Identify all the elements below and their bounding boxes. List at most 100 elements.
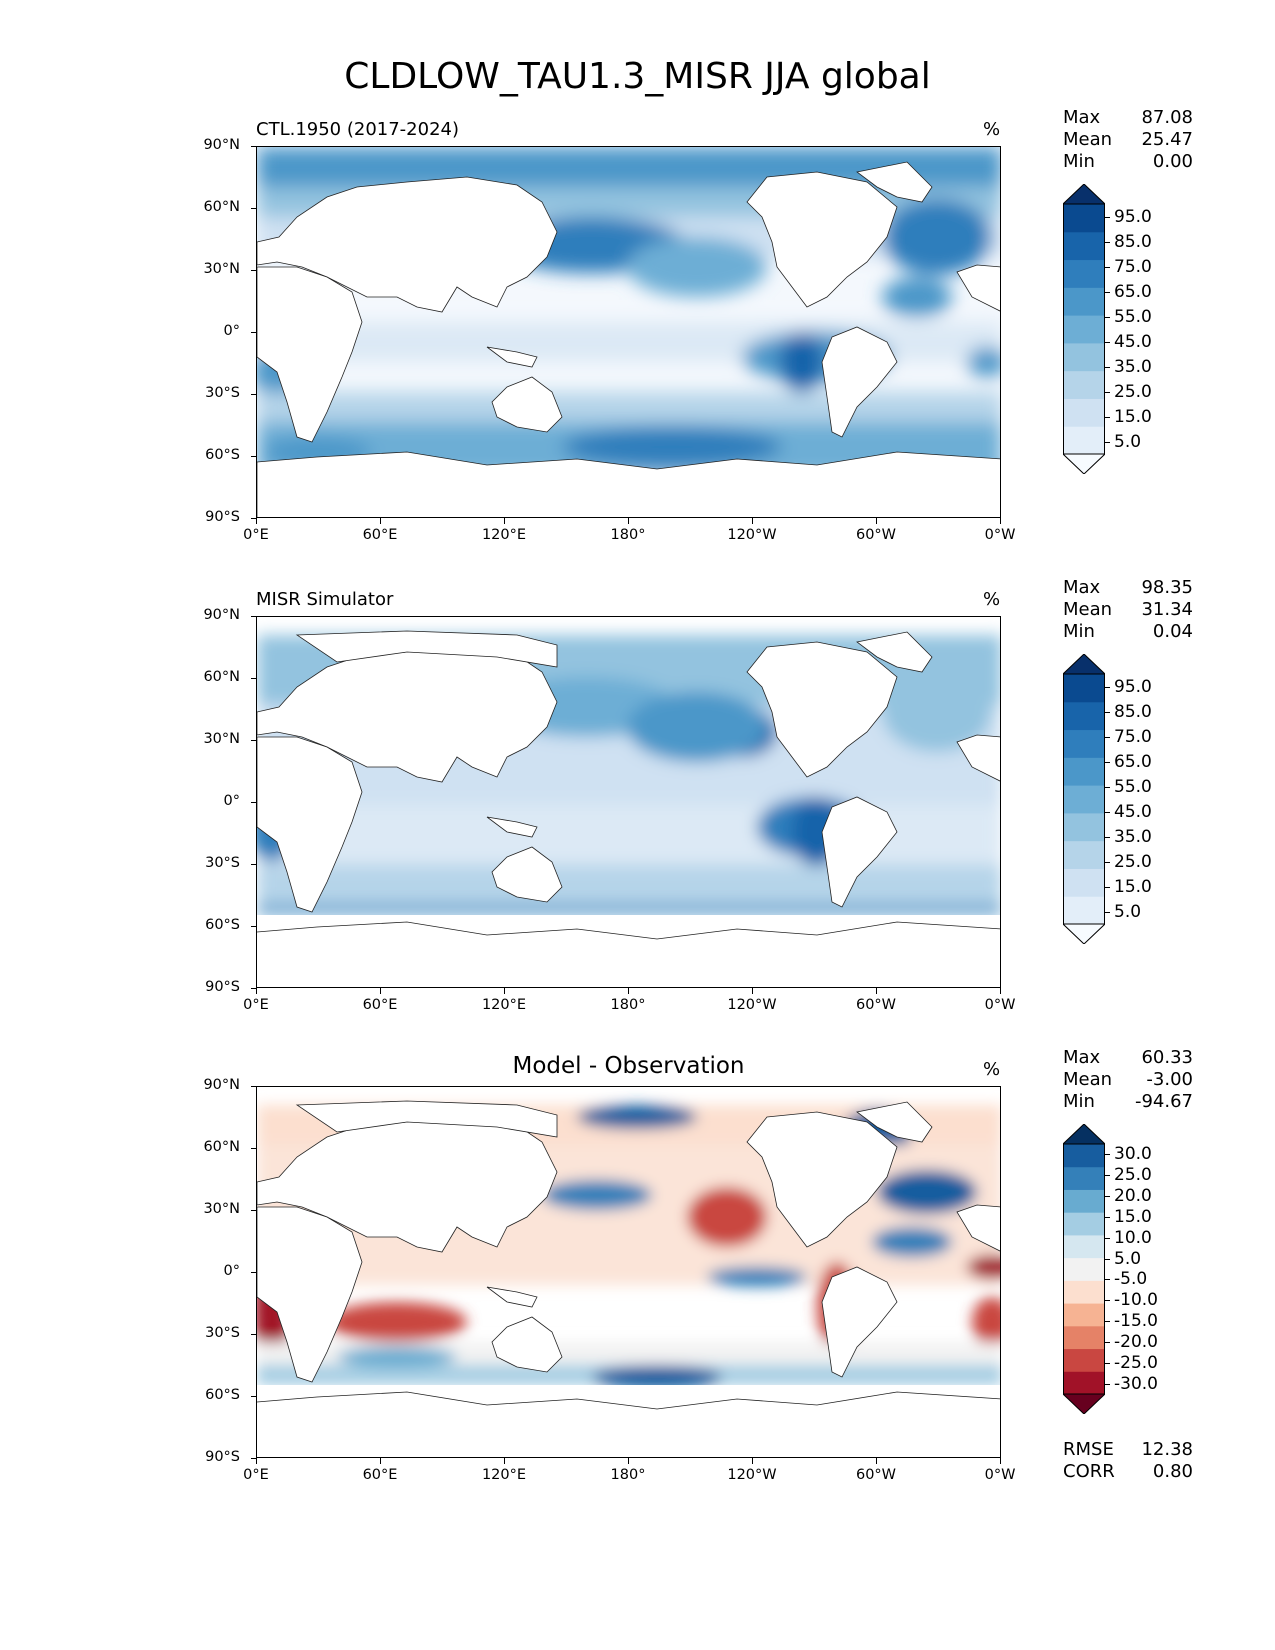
colorbar-tick-label: 65.0 [1104, 751, 1152, 772]
stat-mean-value: -3.00 [1146, 1069, 1193, 1090]
colorbar-tick-label: 15.0 [1104, 1206, 1152, 1227]
colorbar-tick-label: 35.0 [1104, 826, 1152, 847]
stat-max-value: 98.35 [1141, 577, 1193, 598]
colorbar-tick-label: 25.0 [1104, 851, 1152, 872]
colorbar-tick-label: 65.0 [1104, 281, 1152, 302]
colorbar-segment [1063, 701, 1105, 731]
lon-tick: 60°W [841, 518, 911, 543]
colorbar [1063, 1124, 1105, 1414]
lon-tick: 60°E [345, 1458, 415, 1483]
colorbar-outline [1063, 1143, 1105, 1395]
colorbar-tick-label: 10.0 [1104, 1227, 1152, 1248]
stat-min-label: Min [1063, 151, 1095, 172]
colorbar-segment [1063, 426, 1105, 455]
colorbar [1063, 184, 1105, 474]
lat-tick: 90°S [180, 509, 257, 525]
lon-tick: 180° [593, 988, 663, 1013]
corr-value: 0.80 [1152, 1461, 1193, 1482]
lon-tick: 60°E [345, 518, 415, 543]
map-frame [256, 146, 1001, 518]
colorbar-segment [1063, 896, 1105, 925]
units-label: % [983, 589, 1001, 610]
colorbar-tick-label: 25.0 [1104, 381, 1152, 402]
lat-tick: 90°N [180, 607, 257, 623]
colorbar-segment [1063, 1280, 1105, 1304]
lat-tick: 60°S [180, 917, 257, 933]
colorbar-segment [1063, 1325, 1105, 1350]
lat-tick: 60°N [180, 199, 257, 215]
panel-difference: Model - Observation % [0, 1047, 1275, 1499]
lon-tick: 0°W [965, 988, 1035, 1013]
colorbar [1063, 654, 1105, 944]
stat-min-value: 0.00 [1152, 151, 1193, 172]
colorbar-segment [1063, 287, 1105, 316]
panel-label: MISR Simulator [256, 589, 394, 610]
colorbar-extend-low [1063, 923, 1105, 944]
lat-tick: 90°N [180, 137, 257, 153]
rmse-value: 12.38 [1141, 1439, 1193, 1460]
colorbar-tick-label: 45.0 [1104, 331, 1152, 352]
colorbar-segment [1063, 204, 1105, 233]
colorbar-tick-label: 75.0 [1104, 726, 1152, 747]
lat-tick: 30°N [180, 261, 257, 277]
corr-label: CORR [1063, 1461, 1115, 1482]
colorbar-tick-label: 35.0 [1104, 356, 1152, 377]
colorbar-segment [1063, 1348, 1105, 1372]
stat-min-value: 0.04 [1152, 621, 1193, 642]
lat-tick: 0° [180, 1263, 257, 1279]
colorbar-segment [1063, 729, 1105, 758]
colorbar-segment [1063, 1371, 1105, 1395]
colorbar-extend-high [1063, 654, 1105, 675]
colorbar-segment [1063, 868, 1105, 897]
lon-tick: 120°W [717, 988, 787, 1013]
colorbar-segment [1063, 1303, 1105, 1327]
stats-box: Max 60.33 Mean -3.00 Min -94.67 [1063, 1047, 1193, 1113]
lon-tick: 0°E [221, 988, 291, 1013]
colorbar-tick-label: 55.0 [1104, 306, 1152, 327]
colorbar-tick-label: -10.0 [1104, 1290, 1158, 1311]
panel-model: CTL.1950 (2017-2024) % [0, 107, 1275, 559]
colorbar-tick-label: 45.0 [1104, 801, 1152, 822]
lon-tick: 120°E [469, 1458, 539, 1483]
units-label: % [983, 119, 1001, 140]
colorbar-segment [1063, 342, 1105, 372]
stat-mean-label: Mean [1063, 129, 1113, 150]
colorbar-extend-low [1063, 453, 1105, 474]
colorbar-tick-label: 85.0 [1104, 231, 1152, 252]
panel-label: CTL.1950 (2017-2024) [256, 119, 460, 140]
colorbar-outline [1063, 673, 1105, 925]
lon-tick: 0°W [965, 1458, 1035, 1483]
lat-tick: 30°S [180, 1325, 257, 1341]
map-field [257, 1087, 1000, 1457]
colorbar-segment [1063, 370, 1105, 399]
lat-tick: 0° [180, 323, 257, 339]
colorbar-tick-label: 25.0 [1104, 1165, 1152, 1186]
colorbar-segment [1063, 1189, 1105, 1213]
colorbar-tick-label: 15.0 [1104, 876, 1152, 897]
stat-min-label: Min [1063, 621, 1095, 642]
figure-title: CLDLOW_TAU1.3_MISR JJA global [344, 56, 931, 97]
colorbar-tick-label: -20.0 [1104, 1331, 1158, 1352]
colorbar-tick-label: -15.0 [1104, 1311, 1158, 1332]
colorbar-tick-label: -30.0 [1104, 1373, 1158, 1394]
lon-tick: 0°E [221, 1458, 291, 1483]
colorbar-tick-label: 85.0 [1104, 701, 1152, 722]
colorbar-extend-high [1063, 184, 1105, 205]
lon-tick: 120°E [469, 988, 539, 1013]
lon-tick: 120°W [717, 1458, 787, 1483]
colorbar-segment [1063, 315, 1105, 344]
colorbar-segment [1063, 231, 1105, 261]
stat-mean-label: Mean [1063, 1069, 1113, 1090]
lat-tick: 30°S [180, 385, 257, 401]
stat-mean-value: 25.47 [1141, 129, 1193, 150]
lat-tick: 30°N [180, 731, 257, 747]
stat-min-label: Min [1063, 1091, 1095, 1112]
units-label: % [983, 1059, 1001, 1080]
colorbar-segment [1063, 757, 1105, 786]
lon-tick: 180° [593, 1458, 663, 1483]
colorbar-tick-label: 95.0 [1104, 676, 1152, 697]
stat-max-label: Max [1063, 1047, 1101, 1068]
lon-tick: 60°E [345, 988, 415, 1013]
lat-tick: 0° [180, 793, 257, 809]
map-field [257, 147, 1000, 517]
